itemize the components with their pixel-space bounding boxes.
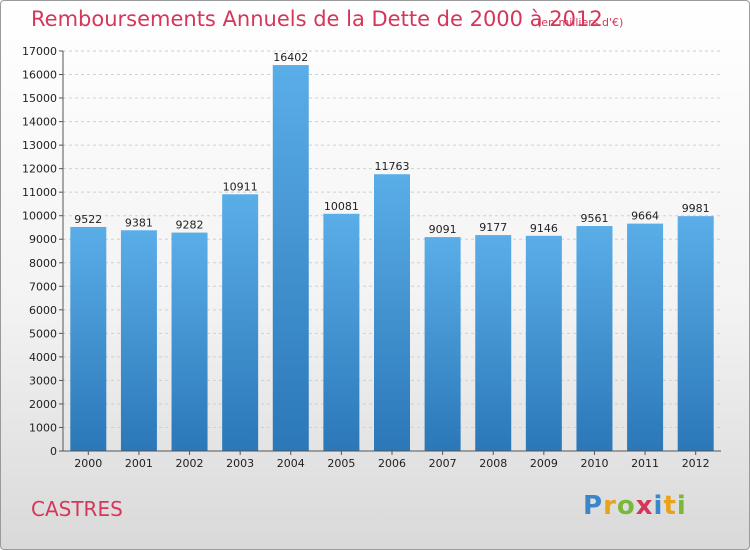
x-tick-label: 2012 [682,457,710,470]
x-tick-label: 2006 [378,457,406,470]
x-tick-label: 2011 [631,457,659,470]
y-tick-label: 1000 [29,421,57,434]
bar [323,213,360,451]
data-label: 9522 [74,213,102,226]
bar [525,235,562,451]
x-tick-label: 2002 [176,457,204,470]
data-label: 9282 [176,219,204,232]
y-tick-label: 10000 [22,210,57,223]
logo-letter: o [616,491,636,521]
x-tick-label: 2000 [74,457,102,470]
data-label: 10081 [324,200,359,213]
chart-title: Remboursements Annuels de la Dette de 20… [31,7,603,31]
chart-unit-note: (en milliers d'€) [537,16,624,29]
logo-letter: r [603,491,617,521]
proxiti-logo[interactable]: Proxiti [583,491,687,521]
x-tick-label: 2003 [226,457,254,470]
y-tick-label: 17000 [22,45,57,58]
y-tick-label: 9000 [29,233,57,246]
y-tick-label: 4000 [29,351,57,364]
y-tick-label: 6000 [29,304,57,317]
y-tick-label: 0 [50,445,57,458]
x-tick-label: 2008 [479,457,507,470]
y-tick-label: 14000 [22,116,57,129]
data-label: 10911 [223,180,258,193]
bar [576,226,613,451]
data-label: 11763 [375,160,410,173]
bar [475,235,512,451]
bar [424,237,461,451]
logo-letter: i [676,491,687,521]
logo-letter: x [635,491,654,521]
y-tick-label: 3000 [29,374,57,387]
data-label: 16402 [273,51,308,64]
bar [171,232,208,451]
y-tick-label: 15000 [22,92,57,105]
data-label: 9561 [580,212,608,225]
bar [120,230,157,451]
y-tick-label: 11000 [22,186,57,199]
data-label: 9381 [125,216,153,229]
y-tick-label: 2000 [29,398,57,411]
x-tick-label: 2007 [429,457,457,470]
logo-letter: t [663,491,677,521]
data-label: 9177 [479,221,507,234]
x-tick-label: 2005 [327,457,355,470]
data-label: 9146 [530,222,558,235]
y-axis: 0 1000 2000 3000 4000 5000 6000 7000 8000 9000 100… [22,45,64,458]
x-axis: 2000 2001 2002 2003 2004 2005 2006 2007 2008 2009… [63,450,721,470]
logo-letter: i [653,491,664,521]
y-tick-label: 8000 [29,257,57,270]
y-tick-label: 16000 [22,69,57,82]
x-tick-label: 2001 [125,457,153,470]
y-tick-label: 13000 [22,139,57,152]
bar [374,174,410,452]
x-tick-label: 2010 [580,457,608,470]
bars: 9522 9381 9282 10911 16402 10081 11763 9091 9177… [70,51,714,452]
data-label: 9091 [429,223,457,236]
y-tick-label: 5000 [29,327,57,340]
x-tick-label: 2009 [530,457,558,470]
city-name: CASTRES [31,497,123,521]
y-tick-label: 12000 [22,163,57,176]
bar [70,226,107,451]
data-label: 9664 [631,210,659,223]
y-tick-label: 7000 [29,280,57,293]
x-tick-label: 2004 [277,457,305,470]
bar [222,194,259,452]
bar [272,65,309,451]
bar [627,223,664,451]
bar [677,216,714,451]
data-label: 9981 [682,202,710,215]
logo-letter: P [583,491,604,521]
